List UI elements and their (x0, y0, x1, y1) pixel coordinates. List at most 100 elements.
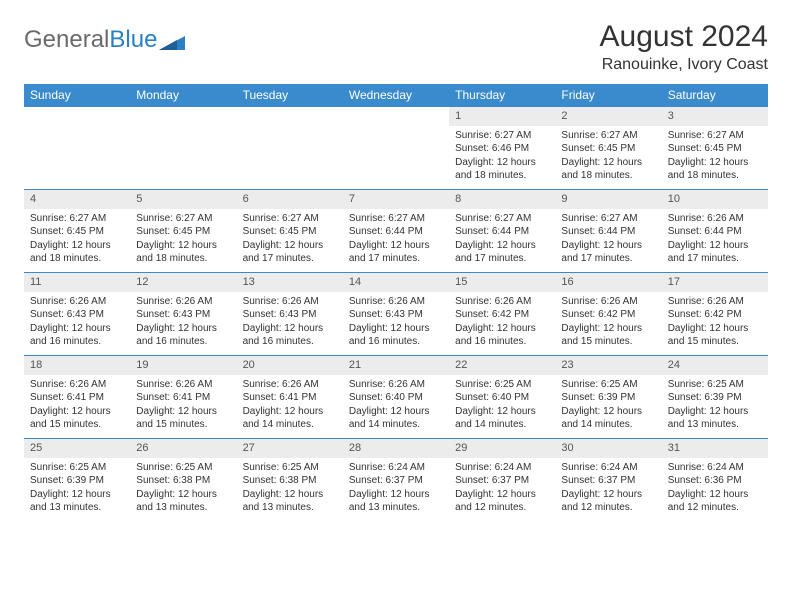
daylight-text: Daylight: 12 hours and 13 minutes. (30, 488, 124, 515)
day-cell: 22Sunrise: 6:25 AMSunset: 6:40 PMDayligh… (449, 356, 555, 438)
day-header: Friday (555, 84, 661, 106)
sunrise-text: Sunrise: 6:24 AM (349, 461, 443, 475)
day-cell: 7Sunrise: 6:27 AMSunset: 6:44 PMDaylight… (343, 190, 449, 272)
day-header: Wednesday (343, 84, 449, 106)
day-content: Sunrise: 6:26 AMSunset: 6:41 PMDaylight:… (24, 375, 130, 436)
sunset-text: Sunset: 6:46 PM (455, 142, 549, 156)
daylight-text: Daylight: 12 hours and 12 minutes. (455, 488, 549, 515)
day-number: 23 (555, 356, 661, 375)
day-content: Sunrise: 6:25 AMSunset: 6:38 PMDaylight:… (130, 458, 236, 519)
day-content: Sunrise: 6:26 AMSunset: 6:43 PMDaylight:… (24, 292, 130, 353)
daylight-text: Daylight: 12 hours and 17 minutes. (243, 239, 337, 266)
day-number: 13 (237, 273, 343, 292)
sunset-text: Sunset: 6:39 PM (668, 391, 762, 405)
day-number: 25 (24, 439, 130, 458)
day-cell: 12Sunrise: 6:26 AMSunset: 6:43 PMDayligh… (130, 273, 236, 355)
daylight-text: Daylight: 12 hours and 13 minutes. (136, 488, 230, 515)
day-content: Sunrise: 6:26 AMSunset: 6:42 PMDaylight:… (449, 292, 555, 353)
sunset-text: Sunset: 6:43 PM (136, 308, 230, 322)
day-cell: 24Sunrise: 6:25 AMSunset: 6:39 PMDayligh… (662, 356, 768, 438)
day-number: 9 (555, 190, 661, 209)
sunrise-text: Sunrise: 6:26 AM (30, 295, 124, 309)
day-content: Sunrise: 6:24 AMSunset: 6:36 PMDaylight:… (662, 458, 768, 519)
sunset-text: Sunset: 6:44 PM (668, 225, 762, 239)
day-cell: 2Sunrise: 6:27 AMSunset: 6:45 PMDaylight… (555, 107, 661, 189)
week-row: 1Sunrise: 6:27 AMSunset: 6:46 PMDaylight… (24, 106, 768, 189)
sunrise-text: Sunrise: 6:27 AM (561, 129, 655, 143)
day-content: Sunrise: 6:24 AMSunset: 6:37 PMDaylight:… (555, 458, 661, 519)
sunrise-text: Sunrise: 6:26 AM (136, 378, 230, 392)
sunrise-text: Sunrise: 6:26 AM (243, 295, 337, 309)
day-number: 6 (237, 190, 343, 209)
week-row: 25Sunrise: 6:25 AMSunset: 6:39 PMDayligh… (24, 438, 768, 521)
day-content: Sunrise: 6:26 AMSunset: 6:41 PMDaylight:… (130, 375, 236, 436)
sunrise-text: Sunrise: 6:26 AM (243, 378, 337, 392)
sunset-text: Sunset: 6:39 PM (561, 391, 655, 405)
day-cell: 15Sunrise: 6:26 AMSunset: 6:42 PMDayligh… (449, 273, 555, 355)
day-number: 8 (449, 190, 555, 209)
sunset-text: Sunset: 6:41 PM (136, 391, 230, 405)
header: GeneralBlue August 2024 Ranouinke, Ivory… (24, 20, 768, 74)
day-cell: 5Sunrise: 6:27 AMSunset: 6:45 PMDaylight… (130, 190, 236, 272)
week-row: 11Sunrise: 6:26 AMSunset: 6:43 PMDayligh… (24, 272, 768, 355)
daylight-text: Daylight: 12 hours and 14 minutes. (243, 405, 337, 432)
day-cell (130, 107, 236, 189)
day-cell: 13Sunrise: 6:26 AMSunset: 6:43 PMDayligh… (237, 273, 343, 355)
sunrise-text: Sunrise: 6:24 AM (668, 461, 762, 475)
day-cell: 16Sunrise: 6:26 AMSunset: 6:42 PMDayligh… (555, 273, 661, 355)
daylight-text: Daylight: 12 hours and 18 minutes. (30, 239, 124, 266)
daylight-text: Daylight: 12 hours and 17 minutes. (561, 239, 655, 266)
day-number: 17 (662, 273, 768, 292)
sunset-text: Sunset: 6:42 PM (668, 308, 762, 322)
sunrise-text: Sunrise: 6:25 AM (136, 461, 230, 475)
sunset-text: Sunset: 6:37 PM (349, 474, 443, 488)
day-cell: 8Sunrise: 6:27 AMSunset: 6:44 PMDaylight… (449, 190, 555, 272)
day-cell: 28Sunrise: 6:24 AMSunset: 6:37 PMDayligh… (343, 439, 449, 521)
weeks-container: 1Sunrise: 6:27 AMSunset: 6:46 PMDaylight… (24, 106, 768, 521)
daylight-text: Daylight: 12 hours and 17 minutes. (349, 239, 443, 266)
daylight-text: Daylight: 12 hours and 16 minutes. (243, 322, 337, 349)
day-number: 28 (343, 439, 449, 458)
day-cell: 30Sunrise: 6:24 AMSunset: 6:37 PMDayligh… (555, 439, 661, 521)
day-cell: 31Sunrise: 6:24 AMSunset: 6:36 PMDayligh… (662, 439, 768, 521)
day-content: Sunrise: 6:27 AMSunset: 6:44 PMDaylight:… (343, 209, 449, 270)
daylight-text: Daylight: 12 hours and 18 minutes. (668, 156, 762, 183)
day-cell: 1Sunrise: 6:27 AMSunset: 6:46 PMDaylight… (449, 107, 555, 189)
daylight-text: Daylight: 12 hours and 16 minutes. (30, 322, 124, 349)
sunset-text: Sunset: 6:45 PM (30, 225, 124, 239)
daylight-text: Daylight: 12 hours and 15 minutes. (30, 405, 124, 432)
day-number: 5 (130, 190, 236, 209)
daylight-text: Daylight: 12 hours and 15 minutes. (561, 322, 655, 349)
day-cell (24, 107, 130, 189)
day-number (343, 107, 449, 123)
sunset-text: Sunset: 6:40 PM (349, 391, 443, 405)
day-number: 3 (662, 107, 768, 126)
daylight-text: Daylight: 12 hours and 18 minutes. (561, 156, 655, 183)
day-cell: 6Sunrise: 6:27 AMSunset: 6:45 PMDaylight… (237, 190, 343, 272)
day-content: Sunrise: 6:26 AMSunset: 6:40 PMDaylight:… (343, 375, 449, 436)
day-number: 20 (237, 356, 343, 375)
sunset-text: Sunset: 6:44 PM (561, 225, 655, 239)
day-cell: 17Sunrise: 6:26 AMSunset: 6:42 PMDayligh… (662, 273, 768, 355)
day-content: Sunrise: 6:26 AMSunset: 6:43 PMDaylight:… (343, 292, 449, 353)
day-header: Saturday (662, 84, 768, 106)
day-number: 7 (343, 190, 449, 209)
sunrise-text: Sunrise: 6:27 AM (668, 129, 762, 143)
sunset-text: Sunset: 6:37 PM (561, 474, 655, 488)
day-content: Sunrise: 6:25 AMSunset: 6:39 PMDaylight:… (24, 458, 130, 519)
sunrise-text: Sunrise: 6:25 AM (30, 461, 124, 475)
logo-text-general: General (24, 26, 109, 54)
daylight-text: Daylight: 12 hours and 18 minutes. (136, 239, 230, 266)
logo-shape-icon (159, 30, 185, 50)
day-content: Sunrise: 6:27 AMSunset: 6:45 PMDaylight:… (237, 209, 343, 270)
day-cell: 10Sunrise: 6:26 AMSunset: 6:44 PMDayligh… (662, 190, 768, 272)
sunrise-text: Sunrise: 6:27 AM (349, 212, 443, 226)
sunset-text: Sunset: 6:44 PM (455, 225, 549, 239)
week-row: 18Sunrise: 6:26 AMSunset: 6:41 PMDayligh… (24, 355, 768, 438)
day-cell: 25Sunrise: 6:25 AMSunset: 6:39 PMDayligh… (24, 439, 130, 521)
day-number: 22 (449, 356, 555, 375)
day-number: 18 (24, 356, 130, 375)
sunrise-text: Sunrise: 6:26 AM (561, 295, 655, 309)
daylight-text: Daylight: 12 hours and 15 minutes. (136, 405, 230, 432)
sunset-text: Sunset: 6:45 PM (561, 142, 655, 156)
